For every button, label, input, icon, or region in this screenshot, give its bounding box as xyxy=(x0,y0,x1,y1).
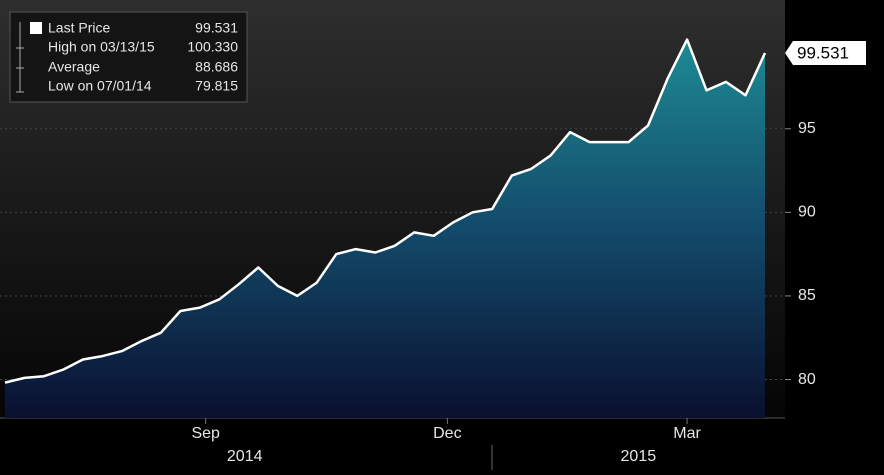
legend-label: Low on 07/01/14 xyxy=(48,78,152,94)
legend-label: Average xyxy=(48,59,100,75)
legend-icons xyxy=(16,22,24,93)
legend-swatch xyxy=(30,22,42,34)
area xyxy=(5,39,765,418)
year-label: 2014 xyxy=(227,448,263,465)
last-price-tag xyxy=(785,40,866,65)
legend-value: 99.531 xyxy=(195,20,238,36)
legend: Last Price 99.531 High on 03/13/15 100.3… xyxy=(9,11,248,103)
y-tick-label: 80 xyxy=(798,371,816,388)
last-price-label: 99.531 xyxy=(797,43,849,62)
legend-box xyxy=(9,11,248,103)
legend-value: 100.330 xyxy=(187,39,238,55)
legend-label: High on 03/13/15 xyxy=(48,39,155,55)
legend-value: 79.815 xyxy=(195,78,238,94)
legend-value: 88.686 xyxy=(195,59,238,75)
x-tick-label: Dec xyxy=(433,425,461,442)
y-tick-label: 85 xyxy=(798,287,816,304)
x-tick-label: Mar xyxy=(673,425,701,442)
y-tick-label: 90 xyxy=(798,204,816,221)
line xyxy=(4,38,767,384)
y-tick-label: 95 xyxy=(798,120,816,137)
year-label: 2015 xyxy=(621,448,657,465)
legend-label: Last Price xyxy=(48,20,110,36)
x-tick-label: Sep xyxy=(191,425,220,442)
